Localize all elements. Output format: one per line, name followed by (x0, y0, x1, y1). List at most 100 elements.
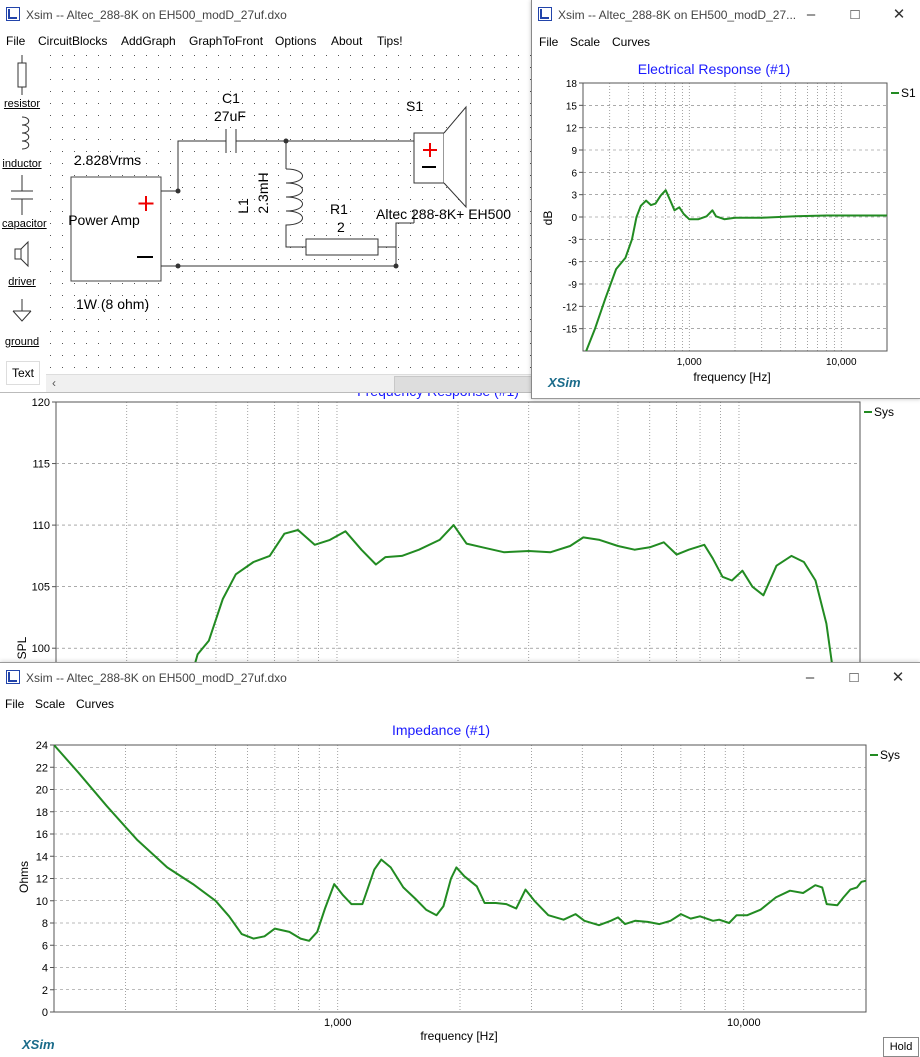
y-tick-label: 0 (571, 213, 577, 224)
main-menubar: File CircuitBlocks AddGraph GraphToFront… (0, 31, 532, 51)
impedance-menubar: File Scale Curves (0, 694, 920, 714)
electrical-window-title: Xsim -- Altec_288-8K on EH500_modD_27... (558, 8, 797, 22)
electrical-titlebar[interactable]: Xsim -- Altec_288-8K on EH500_modD_27...… (532, 0, 920, 30)
y-tick-label: 100 (32, 643, 50, 655)
y-tick-label: 4 (42, 963, 48, 975)
y-tick-label: 0 (42, 1007, 48, 1019)
driver-s1[interactable] (413, 105, 467, 209)
impedance-x-label: frequency [Hz] (420, 1029, 497, 1043)
inductor-icon (21, 116, 30, 150)
frequency-response-chart: Frequency Response (#1) 1201151101051009… (15, 383, 894, 665)
electrical-chart-title: Electrical Response (#1) (638, 61, 791, 77)
main-window-title: Xsim -- Altec_288-8K on EH500_modD_27uf.… (26, 8, 287, 22)
minimize-button[interactable]: – (805, 669, 815, 686)
tool-ground-label: ground (4, 336, 40, 348)
tool-capacitor[interactable]: capacitor (2, 175, 47, 230)
tool-resistor[interactable]: resistor (2, 55, 42, 110)
capacitor-c1[interactable] (216, 129, 248, 153)
menu-tips[interactable]: Tips! (377, 34, 403, 48)
frequency-response-window[interactable]: Frequency Response (#1) 1201151101051009… (0, 380, 920, 665)
close-button[interactable]: ✕ (891, 669, 905, 686)
menu-graphtofront[interactable]: GraphToFront (189, 34, 264, 48)
impedance-menu-curves[interactable]: Curves (76, 697, 115, 711)
y-tick-label: 10 (36, 896, 48, 908)
s1-name: S1 (406, 98, 423, 114)
power-amp-label: Power Amp (68, 212, 140, 228)
y-tick-label: 24 (36, 740, 48, 752)
legend-label[interactable]: Sys (874, 405, 894, 419)
minimize-button[interactable]: – (806, 6, 816, 23)
tool-text[interactable]: Text (6, 361, 40, 385)
series-line-s1 (585, 189, 887, 351)
impedance-menu-file[interactable]: File (5, 697, 25, 711)
series-line-sys (193, 524, 834, 665)
source-power-label: 1W (8 ohm) (76, 296, 149, 312)
hold-button[interactable]: Hold (883, 1037, 919, 1057)
x-tick-label: 1,000 (324, 1017, 352, 1029)
maximize-button[interactable]: □ (849, 669, 859, 686)
tool-driver[interactable]: driver (2, 237, 42, 288)
legend-label[interactable]: S1 (901, 86, 916, 100)
impedance-brand: XSim (21, 1037, 55, 1052)
y-tick-label: -9 (568, 280, 577, 291)
y-tick-label: 9 (571, 146, 577, 157)
schematic-canvas[interactable]: Power Amp 2.828Vrms 1W (8 ohm) C1 27uF (46, 51, 532, 376)
legend-label[interactable]: Sys (880, 748, 900, 762)
menu-options[interactable]: Options (275, 34, 317, 48)
power-amp-name: Power Amp (68, 212, 140, 228)
y-tick-label: -15 (563, 325, 578, 336)
electrical-response-window[interactable]: Xsim -- Altec_288-8K on EH500_modD_27...… (531, 0, 920, 399)
resistor-r1[interactable] (305, 238, 379, 256)
electrical-menu-scale[interactable]: Scale (570, 35, 601, 49)
electrical-x-label: frequency [Hz] (693, 370, 770, 384)
y-tick-label: 14 (36, 851, 48, 863)
menu-circuitblocks[interactable]: CircuitBlocks (38, 34, 108, 48)
y-tick-label: 120 (32, 397, 50, 409)
r1-value: 2 (337, 219, 345, 235)
schematic-hscrollbar[interactable]: ‹ (46, 374, 532, 392)
xsim-app-icon (538, 7, 552, 21)
hold-button-label: Hold (889, 1041, 913, 1053)
impedance-window[interactable]: Xsim -- Altec_288-8K on EH500_modD_27uf.… (0, 662, 920, 1057)
maximize-button[interactable]: □ (850, 6, 860, 23)
menu-about[interactable]: About (331, 34, 363, 48)
y-tick-label: 6 (571, 168, 577, 179)
impedance-y-label: Ohms (17, 861, 31, 893)
scroll-thumb[interactable] (394, 376, 532, 392)
menu-file[interactable]: File (6, 34, 26, 48)
tool-inductor[interactable]: inductor (2, 115, 42, 170)
tool-ground[interactable]: ground (2, 297, 42, 348)
y-tick-label: -12 (563, 302, 578, 313)
y-tick-label: 22 (36, 762, 48, 774)
menu-addgraph[interactable]: AddGraph (121, 34, 176, 48)
xsim-app-icon (6, 7, 20, 21)
tool-text-label: Text (11, 366, 34, 380)
c1-value: 27uF (214, 108, 246, 124)
y-tick-label: 12 (566, 124, 578, 135)
tool-capacitor-label: capacitor (2, 218, 47, 230)
scroll-left-arrow[interactable]: ‹ (52, 376, 56, 390)
main-titlebar[interactable]: Xsim -- Altec_288-8K on EH500_modD_27uf.… (0, 0, 532, 30)
close-button[interactable]: ✕ (892, 6, 906, 23)
main-window[interactable]: Xsim -- Altec_288-8K on EH500_modD_27uf.… (0, 0, 533, 393)
y-tick-label: 15 (566, 101, 578, 112)
tool-driver-label: driver (8, 276, 36, 288)
y-tick-label: 12 (36, 874, 48, 886)
resistor-icon (17, 55, 27, 95)
frequency-y-label: SPL (15, 636, 29, 659)
electrical-brand: XSim (547, 375, 581, 390)
l1-value: 2.3mH (255, 172, 271, 213)
power-amp-block[interactable]: Power Amp (68, 176, 162, 282)
y-tick-label: 20 (36, 785, 48, 797)
impedance-titlebar[interactable]: Xsim -- Altec_288-8K on EH500_modD_27uf.… (0, 663, 920, 693)
r1-name: R1 (330, 201, 348, 217)
inductor-l1[interactable] (285, 168, 303, 227)
c1-name: C1 (222, 90, 240, 106)
impedance-menu-scale[interactable]: Scale (35, 697, 66, 711)
electrical-menu-file[interactable]: File (539, 35, 559, 49)
y-tick-label: 16 (36, 829, 48, 841)
y-tick-label: 115 (32, 459, 50, 471)
electrical-menu-curves[interactable]: Curves (612, 35, 651, 49)
y-tick-label: 105 (32, 582, 50, 594)
impedance-chart: Impedance (#1) 2422201816141210864201,00… (17, 722, 900, 1052)
